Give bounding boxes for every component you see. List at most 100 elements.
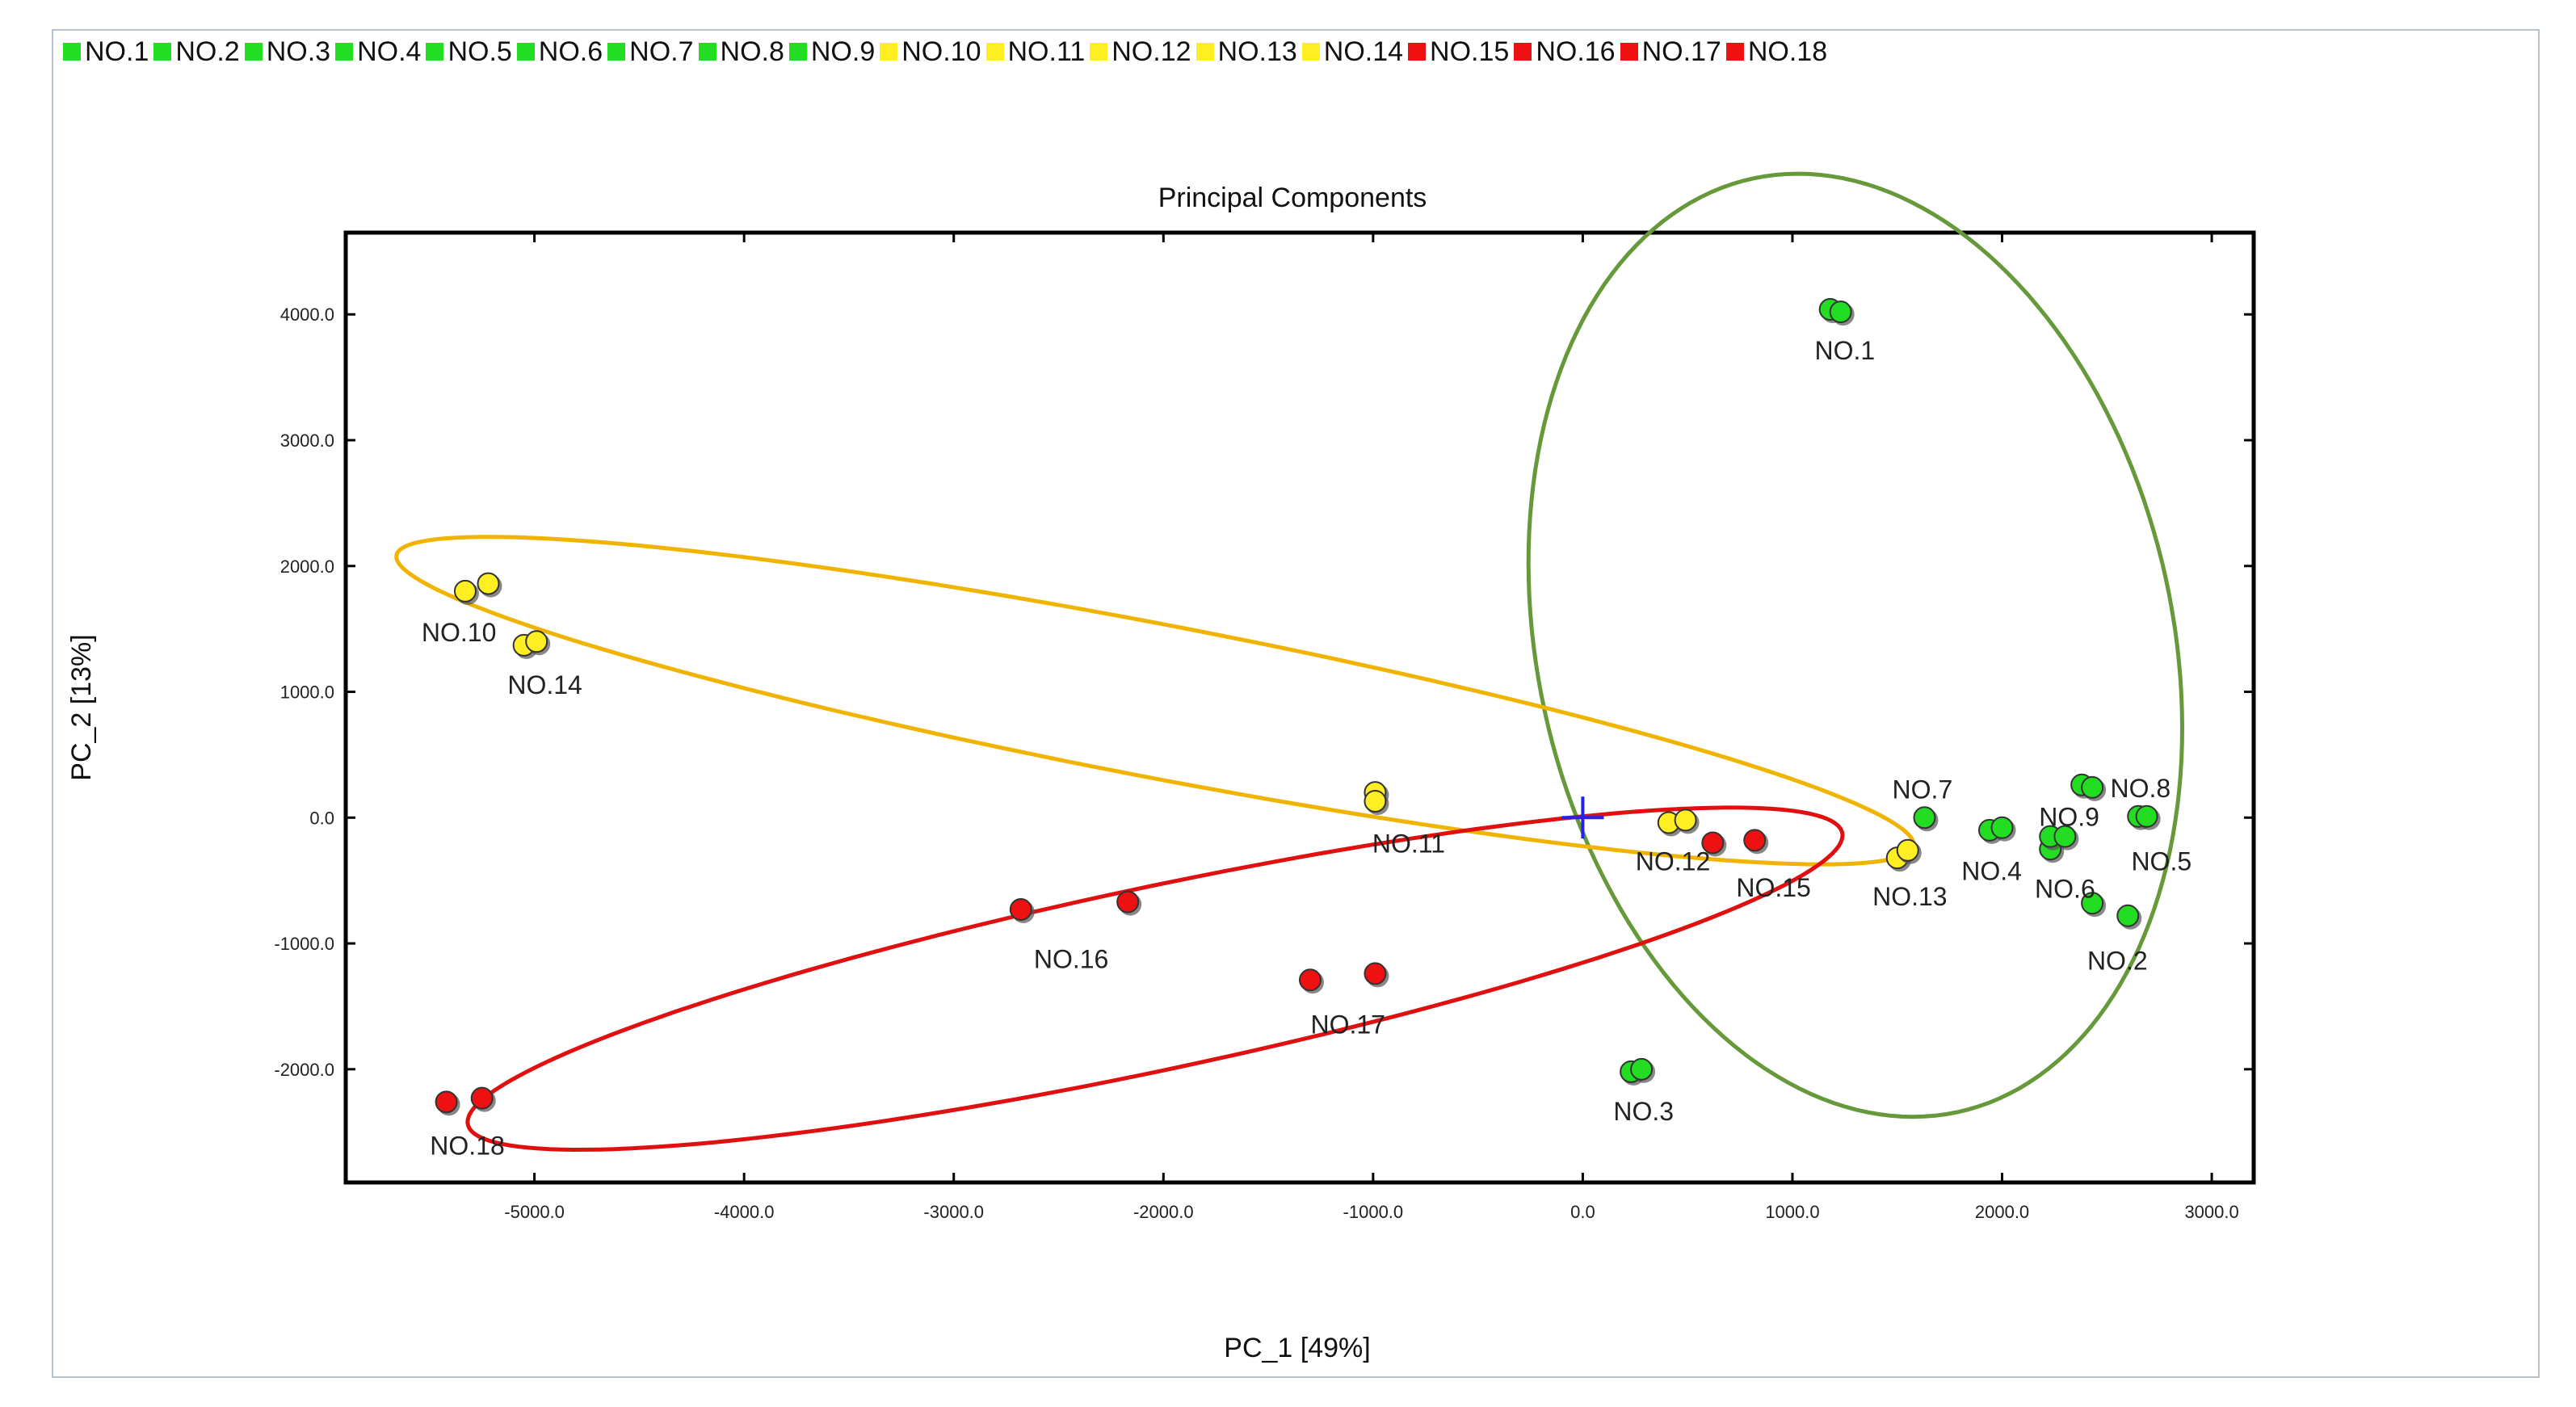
x-tick-label: 3000.0 [2184,1202,2238,1222]
data-point [1896,838,1919,862]
point-label: NO.6 [2035,875,2095,904]
legend-item: NO.7 [607,36,694,68]
legend-swatch [153,43,172,61]
point-label: NO.18 [430,1131,504,1160]
data-point [1364,790,1387,813]
data-point [1829,300,1852,324]
data-point [525,630,548,653]
data-point [1913,806,1936,830]
legend-swatch [985,43,1004,61]
point-label: NO.14 [507,670,582,699]
legend-item: NO.12 [1090,36,1191,68]
legend-item: NO.6 [516,36,603,68]
chart-title: Principal Components [1158,183,1427,213]
point-label: NO.1 [1815,336,1876,365]
legend-label: NO.2 [175,36,240,67]
data-point [1116,890,1140,914]
legend-swatch [1301,43,1320,61]
x-axis-label: PC_1 [49%] [1224,1333,1370,1363]
legend-swatch [788,43,807,61]
legend-swatch [607,43,626,61]
legend-label: NO.7 [629,36,694,67]
red-group-ellipse [465,805,1845,1153]
legend-swatch [1725,43,1744,61]
legend-item: NO.10 [880,36,981,68]
y-tick-label: -2000.0 [274,1060,334,1080]
legend-item: NO.5 [426,36,512,68]
legend-label: NO.8 [720,36,784,67]
x-tick-label: -4000.0 [714,1202,775,1222]
legend-label: NO.15 [1430,36,1510,67]
data-point [1701,831,1725,855]
data-point [453,579,477,603]
data-point [2135,804,2158,828]
point-label: NO.17 [1310,1010,1385,1040]
legend-item: NO.3 [244,36,331,68]
legend-swatch [1196,43,1214,61]
point-label: NO.8 [2110,774,2170,803]
data-point [477,572,500,595]
point-label: NO.12 [1636,846,1710,876]
y-axis-label: PC_2 [13%] [66,634,97,780]
legend-item: NO.17 [1620,36,1721,68]
x-tick-label: -5000.0 [504,1202,565,1222]
y-tick-label: 1000.0 [280,682,334,703]
legend-item: NO.4 [335,36,421,68]
legend-swatch [63,43,81,61]
point-label: NO.16 [1034,945,1108,974]
legend-label: NO.9 [810,36,876,67]
legend-label: NO.4 [357,36,422,67]
legend-item: NO.15 [1408,36,1509,68]
data-point [1298,968,1322,992]
legend-item: NO.11 [985,36,1086,68]
legend-label: NO.18 [1747,36,1828,67]
data-point [2053,825,2077,848]
legend-label: NO.3 [266,36,331,67]
legend-label: NO.16 [1536,36,1616,67]
legend-swatch [880,43,898,61]
green-group-ellipse [1526,171,2185,1119]
data-point [2081,892,2104,915]
point-label: NO.15 [1736,873,1810,902]
legend-swatch [1620,43,1638,61]
legend-item: NO.13 [1196,36,1297,68]
chart-frame [52,29,2540,1378]
legend-item: NO.14 [1301,36,1404,68]
legend-item: NO.2 [153,36,240,68]
legend-label: NO.11 [1007,36,1086,67]
axis-ticks: -5000.0 -4000.0 -3000.0 -2000.0 -1000.0 0.0 10… [274,233,2254,1222]
legend-label: NO.14 [1323,36,1404,67]
y-tick-label: 3000.0 [280,430,334,451]
plot-area [343,230,2256,1185]
x-tick-label: 2000.0 [1975,1202,2029,1222]
legend: NO.1 NO.2 NO.3 NO.4 NO.5 NO.6 NO.7 NO.8 NO.9 NO.1… [63,32,1832,71]
point-label: NO.9 [2039,803,2099,832]
point-labels: NO.1 NO.2 NO.3 NO.4 NO.5 NO.6 NO.7 NO.8 NO.9 NO.1… [422,336,2191,1160]
y-tick-label: 0.0 [309,808,334,828]
legend-swatch [1514,43,1532,61]
legend-item: NO.8 [698,36,784,68]
center-cross-marker [1561,796,1604,839]
legend-label: NO.6 [538,36,603,67]
point-label: NO.3 [1613,1097,1674,1126]
data-point [1364,962,1387,985]
x-tick-label: -3000.0 [923,1202,984,1222]
confidence-ellipses [394,171,2185,1153]
legend-swatch [1408,43,1427,61]
point-label: NO.5 [2131,846,2191,876]
x-tick-label: -2000.0 [1133,1202,1194,1222]
legend-label: NO.13 [1217,36,1297,67]
point-label: NO.4 [1961,857,2022,886]
legend-item: NO.1 [63,36,149,68]
data-point [435,1090,458,1114]
y-tick-label: 2000.0 [280,556,334,577]
point-label: NO.7 [1893,775,1953,804]
legend-swatch [335,43,354,61]
data-point [1674,808,1697,832]
legend-label: NO.5 [448,36,512,67]
data-point [2116,904,2140,927]
legend-label: NO.10 [901,36,981,67]
data-point [1743,829,1767,852]
point-label: NO.10 [422,618,496,647]
